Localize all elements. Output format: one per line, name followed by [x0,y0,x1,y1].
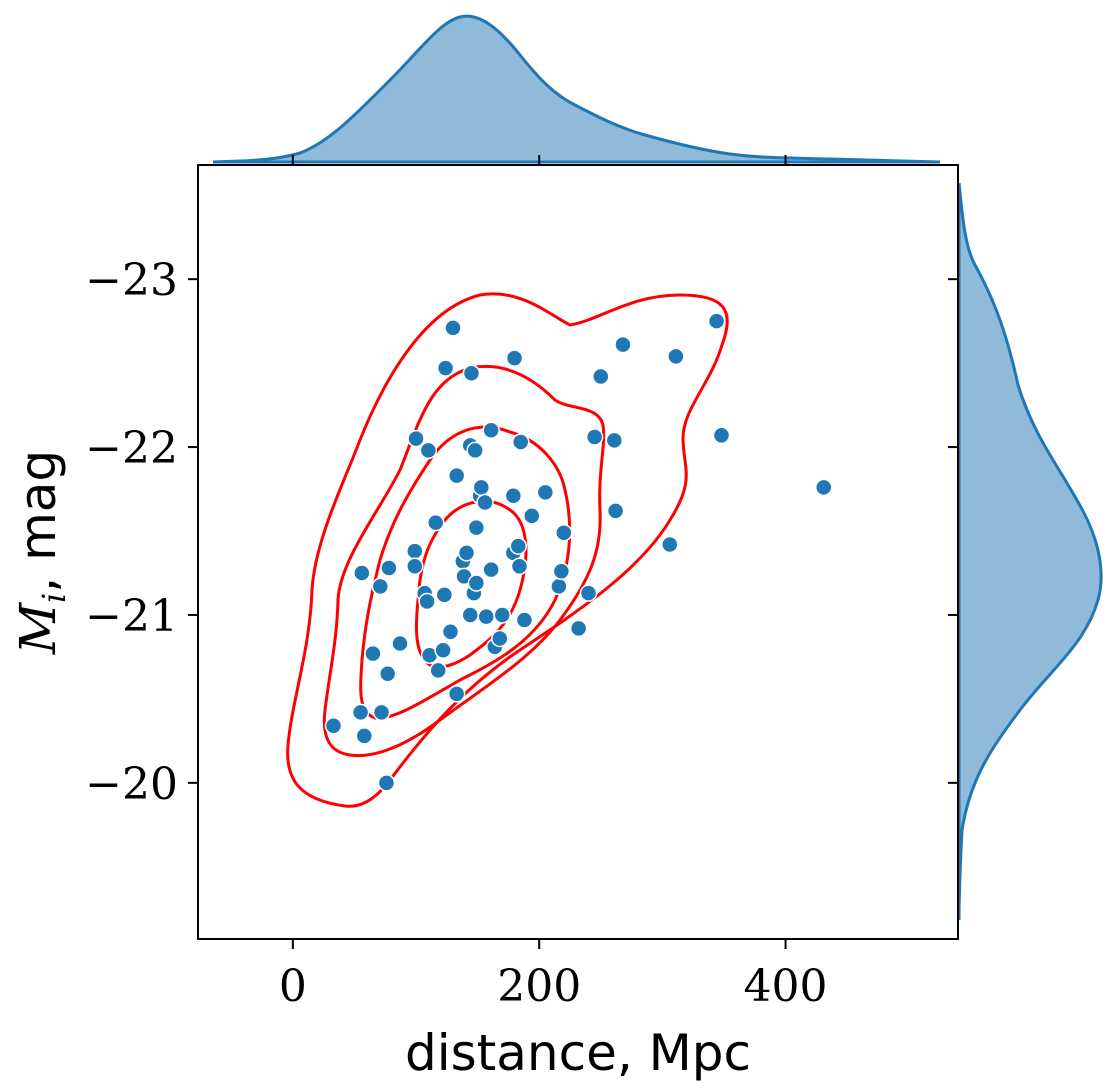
data-point [441,623,460,641]
data-point [466,441,484,460]
data-point [491,629,509,648]
y-tick-label: −20 [85,759,178,810]
kde-contours [286,292,729,808]
plot-frame [197,164,959,940]
data-point [457,544,476,562]
y-axis-label: Mi, mag [9,450,73,655]
data-point [418,592,436,611]
y-tick-label: −21 [85,591,178,642]
data-point [407,429,425,448]
y-tick-label: −22 [85,423,178,474]
data-point [511,433,530,451]
y-axis-label-subscript: i [35,593,73,603]
data-point [707,312,726,330]
data-point [555,523,573,542]
contour-level-4 [414,499,528,669]
data-point [605,431,624,450]
data-point [510,557,529,576]
data-point [667,347,685,366]
data-point [353,564,371,582]
data-point [444,319,462,337]
data-point [461,606,479,624]
contour-level-3 [359,425,572,720]
data-point [550,577,568,596]
data-point [493,606,511,624]
data-point [406,557,424,576]
contour-level-2 [322,365,606,758]
data-point [515,611,534,629]
data-point [351,703,370,722]
data-point [614,335,632,354]
data-point [462,364,481,382]
data-point [536,483,555,502]
data-point [509,537,528,555]
data-point [476,493,494,512]
data-point [380,559,398,577]
data-point [391,634,409,653]
data-point [505,349,524,367]
data-point [477,607,495,626]
x-tick-label: 400 [744,961,828,1012]
y-axis-label-suffix: , mag [9,450,67,593]
data-point [482,560,500,579]
scatter-points [324,312,833,792]
data-point [436,359,455,377]
top-marginal-kde [212,14,941,164]
data-point [447,466,466,485]
data-point [569,619,588,638]
data-point [419,441,438,460]
x-tick-label: 0 [279,961,307,1012]
data-point [378,664,397,683]
data-point [372,703,391,722]
data-point [467,518,486,537]
data-point [585,428,604,446]
data-point [606,502,625,520]
data-point [355,727,374,745]
x-tick-label: 200 [497,961,581,1012]
y-axis-label-group: Mi, mag [9,450,73,655]
data-point [472,478,491,497]
data-point [504,487,523,505]
data-point [429,661,447,680]
data-point [579,584,598,602]
x-axis-label: distance, Mpc [405,1024,751,1082]
y-tick-label: −23 [85,255,178,306]
data-point [434,641,452,659]
data-point [364,644,382,663]
data-point [482,421,500,440]
right-marginal-kde [957,182,1103,921]
data-point [523,507,541,525]
data-point [371,577,390,596]
data-point [814,478,833,497]
y-axis-ticks: −23 −22 −21 −20 [85,255,958,810]
data-point [467,574,486,592]
contour-level-1 [286,292,729,808]
x-axis-ticks: 0 200 400 [279,155,828,1012]
data-point [447,685,466,703]
data-point [324,717,343,735]
data-point [426,513,445,532]
y-axis-label-symbol: M [9,601,67,655]
data-point [406,542,424,560]
data-point [552,562,571,581]
data-point [712,426,731,445]
data-point [377,774,396,792]
data-point [592,367,610,386]
data-point [435,586,454,604]
data-point [661,535,679,554]
